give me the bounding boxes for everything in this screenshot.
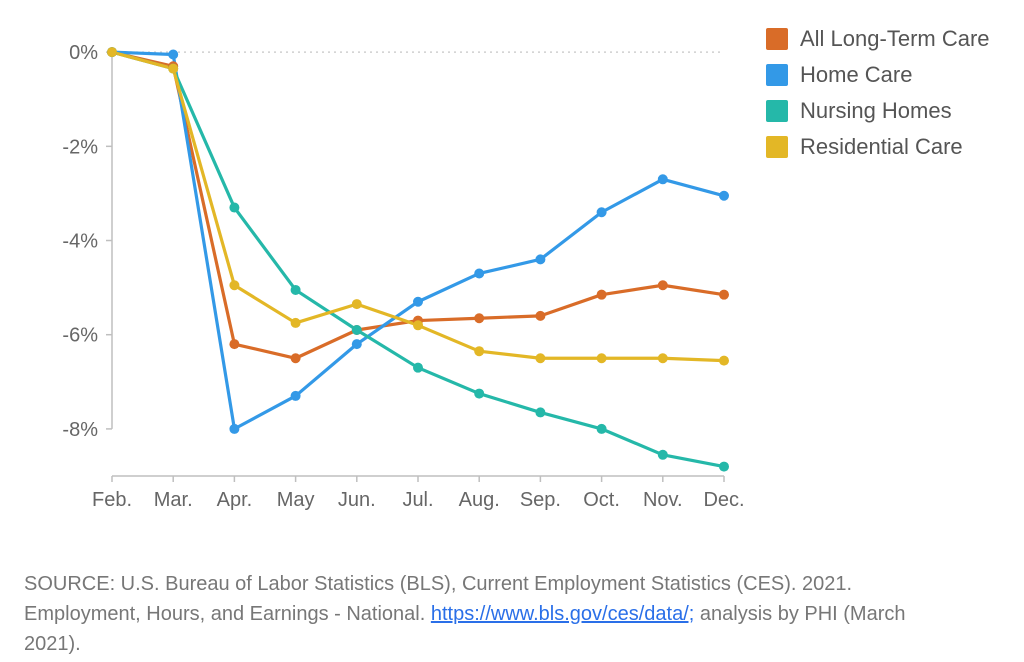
legend-label: Residential Care: [800, 130, 963, 164]
series-line: [112, 52, 724, 466]
series-marker: [474, 346, 484, 356]
x-tick-label: Sep.: [520, 489, 561, 511]
series-marker: [168, 49, 178, 59]
series-marker: [535, 254, 545, 264]
legend: All Long-Term CareHome CareNursing Homes…: [744, 18, 990, 166]
series-marker: [535, 353, 545, 363]
series-marker: [597, 424, 607, 434]
series-marker: [229, 203, 239, 213]
series-marker: [535, 407, 545, 417]
x-tick-label: May: [277, 489, 315, 511]
y-tick-label: -8%: [62, 419, 98, 441]
x-tick-label: Mar.: [154, 489, 193, 511]
y-tick-label: 0%: [69, 42, 98, 64]
legend-label: All Long-Term Care: [800, 22, 990, 56]
legend-item: Residential Care: [766, 130, 990, 164]
series-marker: [229, 280, 239, 290]
series-marker: [291, 353, 301, 363]
x-tick-label: Dec.: [703, 489, 744, 511]
series-marker: [413, 297, 423, 307]
x-tick-label: Jul.: [402, 489, 433, 511]
series-marker: [352, 299, 362, 309]
series-marker: [658, 280, 668, 290]
x-tick-label: Nov.: [643, 489, 683, 511]
series-marker: [107, 47, 117, 57]
series-marker: [474, 389, 484, 399]
series-marker: [719, 290, 729, 300]
x-tick-label: Oct.: [583, 489, 620, 511]
y-tick-label: -2%: [62, 136, 98, 158]
source-note: SOURCE: U.S. Bureau of Labor Statistics …: [24, 569, 964, 659]
series-marker: [168, 64, 178, 74]
legend-swatch: [766, 100, 788, 122]
legend-swatch: [766, 64, 788, 86]
series-marker: [229, 339, 239, 349]
series-marker: [229, 424, 239, 434]
line-chart: 0% -2% -4% -6% -8% Feb. Mar. Apr. May Jun. Jul. Aug…: [24, 18, 744, 543]
series-marker: [474, 268, 484, 278]
series-marker: [291, 318, 301, 328]
x-tick-label: Aug.: [459, 489, 500, 511]
series-marker: [719, 462, 729, 472]
series-marker: [474, 313, 484, 323]
y-tick-label: -6%: [62, 325, 98, 347]
legend-item: Nursing Homes: [766, 94, 990, 128]
chart-and-legend-row: 0% -2% -4% -6% -8% Feb. Mar. Apr. May Jun. Jul. Aug…: [24, 18, 1000, 543]
series-marker: [597, 207, 607, 217]
series-marker: [658, 450, 668, 460]
series-marker: [535, 311, 545, 321]
legend-label: Nursing Homes: [800, 94, 952, 128]
series-marker: [597, 290, 607, 300]
series-marker: [658, 353, 668, 363]
series-marker: [719, 356, 729, 366]
chart-svg: 0% -2% -4% -6% -8% Feb. Mar. Apr. May Jun. Jul. Aug…: [24, 18, 744, 538]
chart-container: { "chart": { "type": "line", "width_px":…: [0, 0, 1024, 662]
series-marker: [413, 363, 423, 373]
legend-swatch: [766, 28, 788, 50]
series-marker: [352, 325, 362, 335]
legend-item: All Long-Term Care: [766, 22, 990, 56]
series-marker: [658, 174, 668, 184]
series-marker: [719, 191, 729, 201]
x-tick-label: Jun.: [338, 489, 376, 511]
source-link[interactable]: https://www.bls.gov/ces/data/;: [431, 603, 694, 625]
legend-item: Home Care: [766, 58, 990, 92]
x-tick-label: Feb.: [92, 489, 132, 511]
series-marker: [291, 391, 301, 401]
series-marker: [597, 353, 607, 363]
legend-label: Home Care: [800, 58, 912, 92]
series-marker: [291, 285, 301, 295]
series-line: [112, 52, 724, 358]
series-marker: [352, 339, 362, 349]
x-tick-label: Apr.: [217, 489, 253, 511]
y-tick-label: -4%: [62, 231, 98, 253]
legend-swatch: [766, 136, 788, 158]
series-marker: [413, 320, 423, 330]
